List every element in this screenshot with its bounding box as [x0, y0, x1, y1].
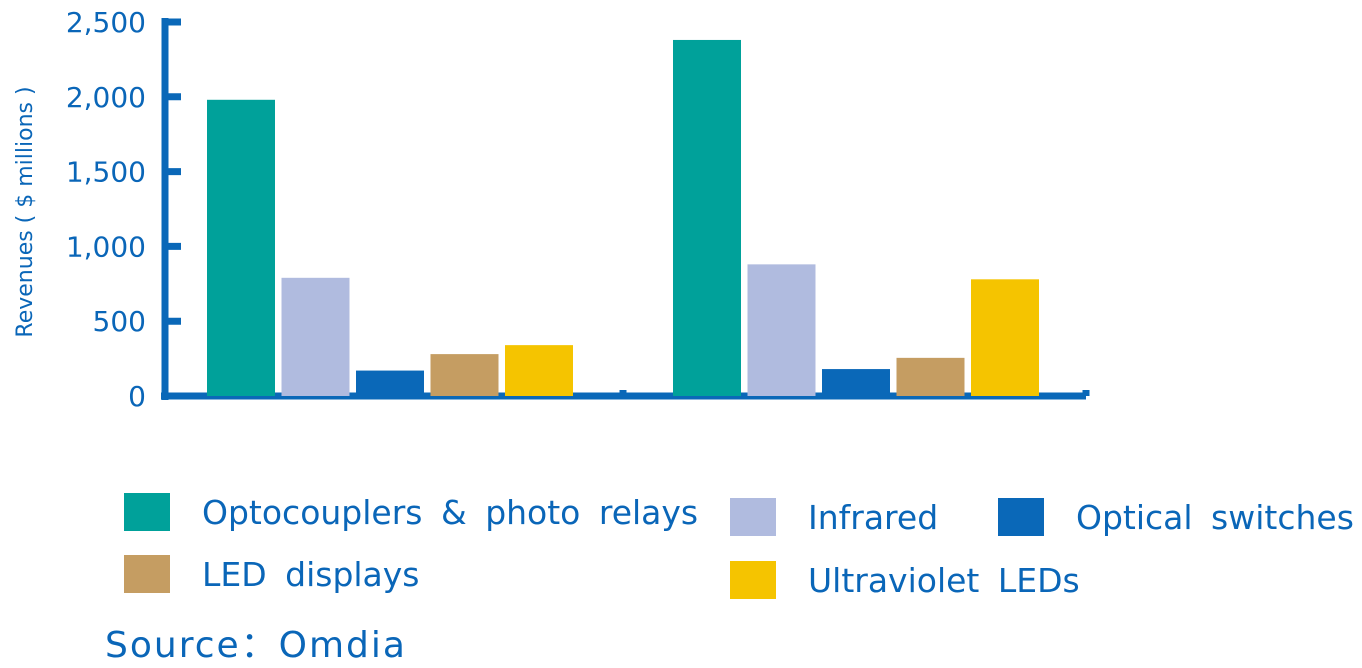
- x-category-label: 2022年: [337, 429, 443, 430]
- bar-optical-switches-1: [822, 369, 890, 396]
- chart-bars: [207, 39, 1039, 397]
- bar-led-displays-1: [896, 357, 965, 396]
- y-tick-label: 1,500: [66, 156, 146, 189]
- x-category-label: 2027年: [803, 429, 909, 430]
- legend-label-optocouplers: Optocouplers & photo relays: [202, 492, 699, 532]
- bar-optocouplers-photo-relays-0: [207, 99, 275, 397]
- legend-swatch-led-displays: [124, 555, 170, 593]
- x-axis-labels: 2022年 2027年: [337, 429, 909, 430]
- legend-item-ultraviolet-leds: Ultraviolet LEDs: [730, 559, 1080, 601]
- legend-swatch-infrared: [730, 498, 776, 536]
- legend-item-led-displays: LED displays: [124, 553, 420, 595]
- legend-label-infrared: Infrared: [808, 497, 939, 537]
- legend-swatch-ultraviolet-leds: [730, 561, 776, 599]
- y-tick-label: 500: [93, 305, 146, 338]
- y-axis-ticks: 0 500 1,000 1,500 2,000 2,500: [66, 6, 181, 413]
- legend-swatch-optical-switches: [998, 498, 1044, 536]
- legend-label-ultraviolet-leds: Ultraviolet LEDs: [808, 560, 1080, 600]
- legend-swatch-optocouplers: [124, 493, 170, 531]
- legend-item-optocouplers: Optocouplers & photo relays: [124, 491, 698, 533]
- legend-label-led-displays: LED displays: [202, 554, 420, 594]
- bar-optical-switches-0: [356, 370, 424, 396]
- bar-ultraviolet-leds-0: [505, 345, 573, 396]
- legend-item-optical-switches: Optical switches: [998, 496, 1354, 538]
- bar-ultraviolet-leds-1: [971, 279, 1039, 396]
- bar-infrared-0: [281, 277, 350, 396]
- source-note: Source：Omdia: [105, 625, 407, 666]
- bar-infrared-1: [747, 264, 816, 396]
- y-axis-label: Revenues ( $ millions ): [13, 86, 38, 337]
- y-tick-label: 2,500: [66, 6, 146, 39]
- bar-optocouplers-photo-relays-1: [673, 39, 741, 397]
- y-tick-label: 2,000: [66, 81, 146, 114]
- legend-label-optical-switches: Optical switches: [1076, 497, 1354, 537]
- bar-chart: 0 500 1,000 1,500 2,000 2,500 2022年 2027年 Reve…: [13, 6, 1090, 430]
- legend-item-infrared: Infrared: [730, 496, 938, 538]
- y-tick-label: 0: [128, 380, 146, 413]
- bar-led-displays-0: [430, 354, 499, 396]
- y-tick-label: 1,000: [66, 230, 146, 263]
